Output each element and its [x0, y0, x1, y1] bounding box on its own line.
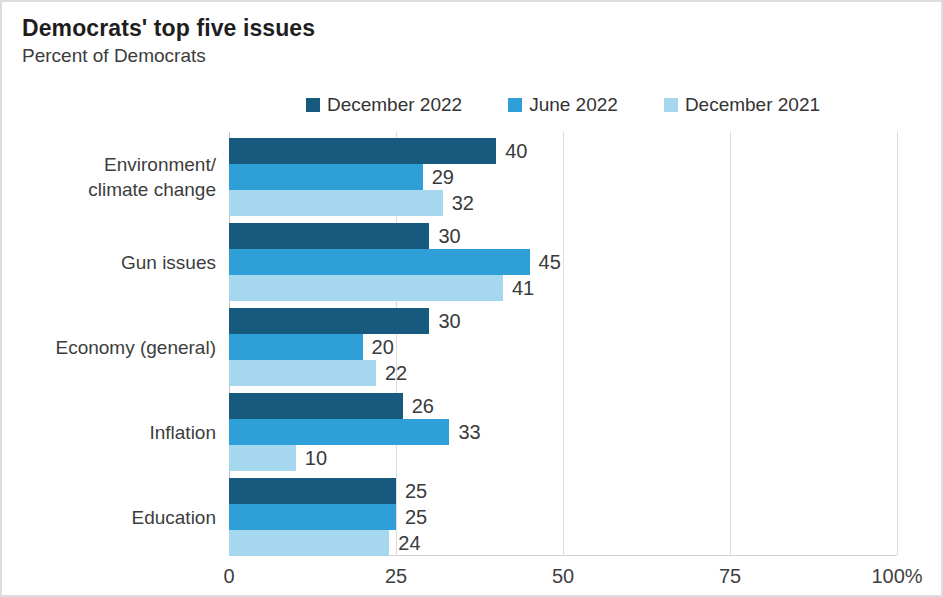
bar-june-2022: [229, 164, 423, 190]
bar-december-2021: [229, 360, 376, 386]
bar-june-2022: [229, 504, 396, 530]
chart-rows: Environment/ climate change 40 2932 Gun iss…: [2, 132, 897, 563]
bar-june-2022: [229, 334, 363, 360]
bar-row: 10: [229, 445, 897, 471]
bar-row: 30: [229, 223, 897, 249]
bar-value-label: 10: [305, 445, 327, 471]
axis-ticks: 0255075100%: [229, 556, 897, 590]
category-label: Gun issues: [2, 250, 229, 275]
legend-swatch-icon: [664, 98, 678, 112]
legend-swatch-icon: [508, 98, 522, 112]
bar-row: 41: [229, 275, 897, 301]
chart-title: Democrats' top five issues: [22, 14, 921, 42]
category-group-gun-issues: Gun issues 30 4541: [2, 223, 897, 301]
bar-june-2022: [229, 249, 530, 275]
axis-tick-0: 0: [223, 565, 234, 588]
bar-row: 30: [229, 308, 897, 334]
bar-row: 26: [229, 393, 897, 419]
bar-december-2022: [229, 223, 429, 249]
bar-december-2022: [229, 478, 396, 504]
category-group-inflation: Inflation 26 33 10: [2, 393, 897, 471]
legend-item-december-2022: December 2022: [306, 94, 462, 116]
axis-tick-25: 25: [385, 565, 407, 588]
legend: December 2022 June 2022 December 2021: [229, 93, 897, 117]
bar-row: 29: [229, 164, 897, 190]
bar-value-label: 25: [405, 478, 427, 504]
category-label: Economy (general): [2, 335, 229, 360]
bar-row: 20: [229, 334, 897, 360]
category-group-environment-climate-change: Environment/ climate change 40 2932: [2, 138, 897, 216]
legend-label: December 2021: [685, 94, 820, 116]
bar-row: 45: [229, 249, 897, 275]
chart-header: Democrats' top five issues Percent of De…: [2, 2, 941, 68]
bar-group: 252524: [229, 478, 897, 556]
bar-row: 25: [229, 504, 897, 530]
category-label: Inflation: [2, 420, 229, 445]
legend-label: June 2022: [529, 94, 618, 116]
legend-label: December 2022: [327, 94, 462, 116]
bar-row: 25: [229, 478, 897, 504]
bar-value-label: 33: [458, 419, 480, 445]
bar-december-2022: [229, 138, 496, 164]
legend-item-june-2022: June 2022: [508, 94, 618, 116]
bar-december-2021: [229, 445, 296, 471]
bar-row: 32: [229, 190, 897, 216]
bar-group: 30 2022: [229, 308, 897, 386]
bar-group: 30 4541: [229, 223, 897, 301]
bar-december-2022: [229, 308, 429, 334]
bar-value-label: 45: [539, 249, 561, 275]
bar-group: 26 33 10: [229, 393, 897, 471]
bar-value-label: 32: [452, 190, 474, 216]
bar-value-label: 30: [438, 308, 460, 334]
gridline-100: [897, 132, 898, 555]
chart-card: Democrats' top five issues Percent of De…: [0, 0, 943, 597]
bar-row: 33: [229, 419, 897, 445]
bar-december-2021: [229, 275, 503, 301]
bar-value-label: 30: [438, 223, 460, 249]
category-label: Education: [2, 505, 229, 530]
bar-value-label: 29: [432, 164, 454, 190]
bar-group: 40 2932: [229, 138, 897, 216]
bar-december-2021: [229, 530, 389, 556]
legend-item-december-2021: December 2021: [664, 94, 820, 116]
bar-value-label: 41: [512, 275, 534, 301]
bar-row: 40: [229, 138, 897, 164]
axis-tick-50: 50: [552, 565, 574, 588]
bar-value-label: 24: [398, 530, 420, 556]
bar-december-2021: [229, 190, 443, 216]
axis-tick-75: 75: [719, 565, 741, 588]
category-label: Environment/ climate change: [2, 152, 229, 202]
bar-value-label: 40: [505, 138, 527, 164]
category-group-economy-general: Economy (general) 30 2022: [2, 308, 897, 386]
bar-value-label: 26: [412, 393, 434, 419]
bar-value-label: 22: [385, 360, 407, 386]
bar-value-label: 25: [405, 504, 427, 530]
category-group-education: Education252524: [2, 478, 897, 556]
chart-subtitle: Percent of Democrats: [22, 43, 921, 68]
bar-row: 22: [229, 360, 897, 386]
chart-area: Environment/ climate change 40 2932 Gun iss…: [2, 132, 941, 556]
axis-tick-100: 100%: [871, 565, 922, 588]
bar-june-2022: [229, 419, 449, 445]
bar-december-2022: [229, 393, 403, 419]
bar-row: 24: [229, 530, 897, 556]
bar-value-label: 20: [372, 334, 394, 360]
legend-swatch-icon: [306, 98, 320, 112]
